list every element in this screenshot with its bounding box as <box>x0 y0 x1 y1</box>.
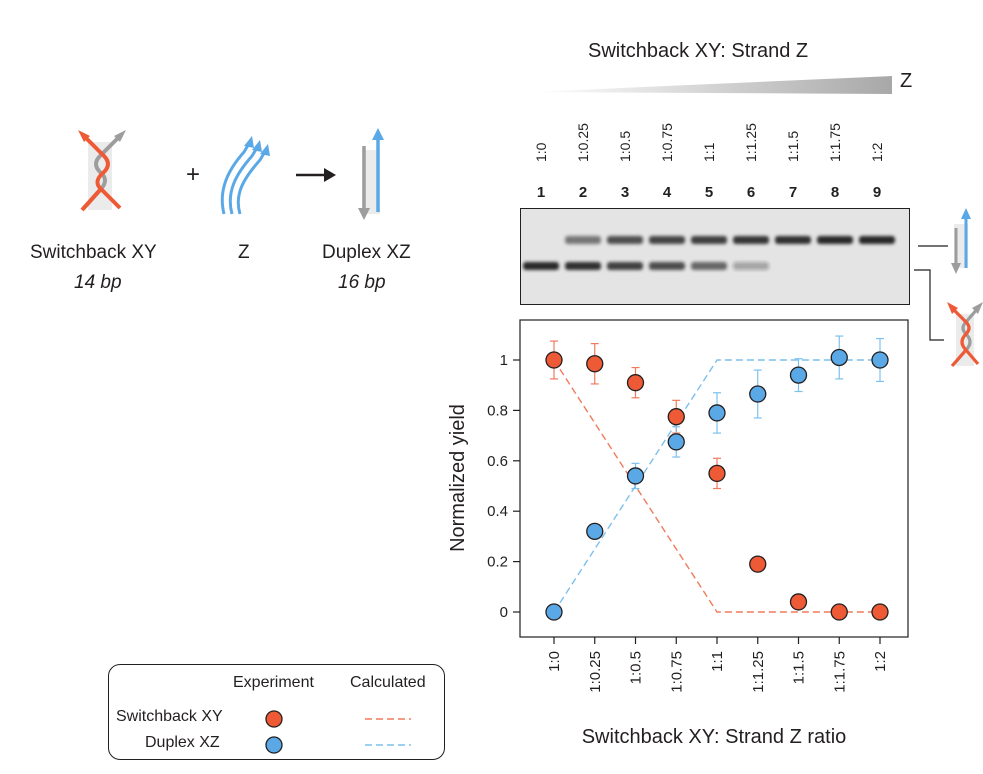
duplex-xz-label: Duplex XZ <box>322 242 411 263</box>
gel-band-duplex <box>733 236 769 244</box>
gel-band-duplex <box>691 236 727 244</box>
gel-band-switchback <box>523 262 559 270</box>
x-tick-label: 1:2 <box>872 651 889 672</box>
x-tick-label: 1:0 <box>546 651 563 672</box>
point-duplex <box>626 467 645 485</box>
x-tick-label: 1:1.25 <box>750 651 767 693</box>
point-duplex <box>830 348 848 367</box>
lane-ratio-label: 1:0 <box>533 142 549 162</box>
point-duplex <box>545 603 563 621</box>
x-tick-label: 1:1.5 <box>791 651 808 684</box>
legend-calculated-header: Calculated <box>350 674 426 691</box>
y-axis-label: Normalized yield <box>447 404 469 552</box>
point-duplex <box>871 351 889 369</box>
legend-experiment-header: Experiment <box>233 674 314 691</box>
legend: Experiment Calculated Switchback XY Dupl… <box>108 664 445 760</box>
lane-ratio-label: 1:0.75 <box>659 123 675 162</box>
lane-number-label: 4 <box>662 184 672 201</box>
strand-z-label: Z <box>238 242 250 263</box>
point-switchback <box>749 555 767 573</box>
y-tick-label: 0.6 <box>487 453 508 470</box>
x-axis-label: Switchback XY: Strand Z ratio <box>582 726 847 748</box>
point-duplex <box>789 366 808 384</box>
lane-number-label: 8 <box>830 184 840 201</box>
point-switchback <box>667 408 685 426</box>
lane-number-label: 3 <box>620 184 630 201</box>
gel-band-switchback <box>733 262 769 270</box>
point-switchback <box>871 603 889 621</box>
gel-band-duplex <box>565 236 601 244</box>
legend-switchback-calc-line <box>365 718 411 720</box>
x-tick-label: 1:0.25 <box>587 651 604 693</box>
point-duplex <box>667 433 685 451</box>
z-gradient-wedge <box>532 76 892 94</box>
point-duplex <box>749 385 767 403</box>
lane-ratio-label: 1:0.25 <box>575 123 591 162</box>
y-tick-label: 0.4 <box>487 503 508 520</box>
point-switchback <box>830 603 848 621</box>
point-switchback <box>789 593 808 611</box>
plus-sign: + <box>186 161 201 188</box>
y-tick-label: 0.8 <box>487 402 508 419</box>
gel-band-switchback <box>565 262 601 270</box>
y-tick-label: 1 <box>500 352 508 369</box>
lane-ratio-label: 1:1.25 <box>743 123 759 162</box>
point-switchback <box>708 464 726 483</box>
gel-band-duplex <box>859 236 895 244</box>
lane-number-label: 1 <box>536 184 546 201</box>
x-tick-label: 1:1 <box>709 651 726 672</box>
switchback-xy-diagram <box>78 130 126 212</box>
point-switchback <box>545 351 563 369</box>
switchback-band-indicator <box>914 269 983 368</box>
lane-number-label: 9 <box>872 184 882 201</box>
gel-band-switchback <box>649 262 685 270</box>
lane-ratio-label: 1:1 <box>701 142 717 162</box>
lane-ratio-label: 1:2 <box>869 142 885 162</box>
gel-band-switchback <box>607 262 643 270</box>
reaction-arrow <box>296 168 336 182</box>
point-switchback <box>626 374 645 392</box>
legend-duplex-label: Duplex XZ <box>145 734 220 751</box>
yield-chart: 0 0.2 0.4 0.6 0.8 1 1:0 1:0.25 1:0.5 1:0.75 1:1 1:… <box>447 319 909 748</box>
x-tick-label: 1:0.75 <box>668 651 685 693</box>
z-gradient-label: Z <box>900 70 913 92</box>
duplex-xz-diagram <box>358 128 384 220</box>
calc-line-duplex <box>553 359 880 613</box>
lane-ratio-label: 1:1.75 <box>827 123 843 162</box>
lane-number-label: 7 <box>788 184 798 201</box>
legend-switchback-label: Switchback XY <box>116 708 223 725</box>
duplex-band-indicator <box>918 208 971 274</box>
y-tick-label: 0.2 <box>487 554 508 571</box>
x-tick-label: 1:0.5 <box>628 651 645 684</box>
gel-band-duplex <box>607 236 643 244</box>
y-tick-label: 0 <box>500 604 508 621</box>
strand-z-diagram <box>220 136 270 215</box>
point-duplex <box>708 404 726 422</box>
gel-image <box>520 208 910 305</box>
point-switchback <box>586 355 604 373</box>
gel-band-duplex <box>775 236 811 244</box>
switchback-bp-label: 14 bp <box>74 272 122 293</box>
lane-ratio-label: 1:0.5 <box>617 130 633 162</box>
lane-number-label: 2 <box>578 184 588 201</box>
gel-band-duplex <box>649 236 685 244</box>
legend-duplex-marker <box>265 736 283 754</box>
lane-number-label: 5 <box>704 184 714 201</box>
legend-duplex-calc-line <box>365 744 411 746</box>
switchback-xy-label: Switchback XY <box>30 242 157 263</box>
duplex-bp-label: 16 bp <box>338 272 386 293</box>
gel-title: Switchback XY: Strand Z <box>588 40 809 62</box>
gel-band-switchback <box>691 262 727 270</box>
lane-ratio-label: 1:1.5 <box>785 130 801 162</box>
point-duplex <box>586 522 604 541</box>
legend-switchback-marker <box>265 710 283 728</box>
lane-number-label: 6 <box>746 184 756 201</box>
calc-line-switchback <box>553 359 880 613</box>
x-tick-label: 1:1.75 <box>831 651 848 693</box>
gel-band-duplex <box>817 236 853 244</box>
